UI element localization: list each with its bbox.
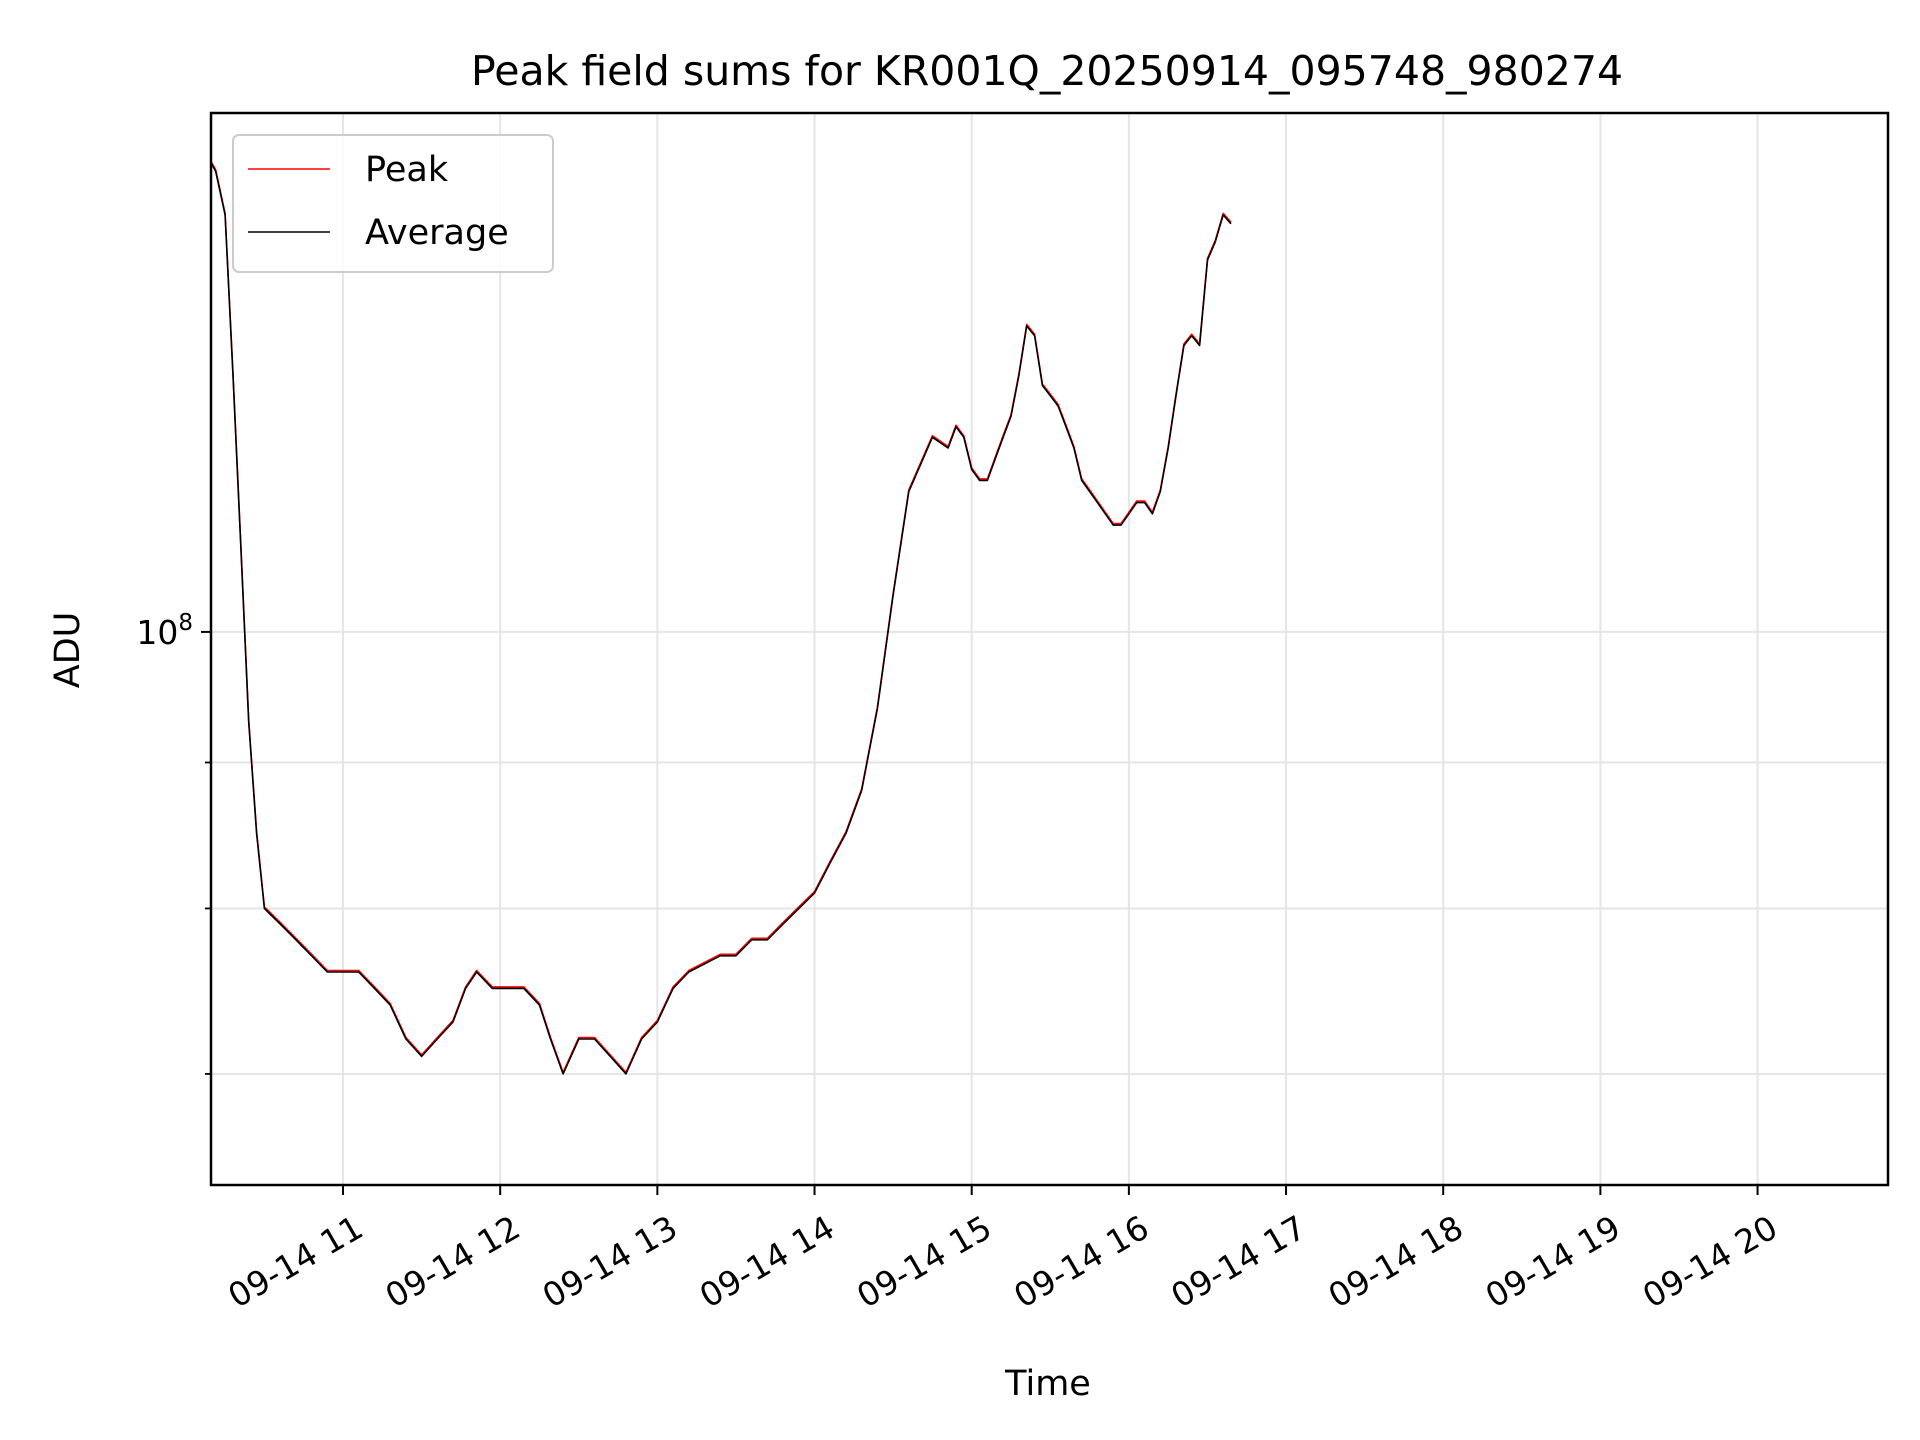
series-average-line [210, 162, 1232, 1075]
series-layer [210, 161, 1232, 1075]
grid-lines [211, 113, 1888, 1185]
legend-peak-label: Peak [365, 150, 449, 190]
y-tick-label: 108 [136, 610, 193, 652]
chart-title: Peak field sums for KR001Q_20250914_0957… [471, 47, 1623, 95]
y-ticks: 108 [136, 610, 211, 652]
legend: Peak Average [232, 134, 554, 273]
y-axis-label: ADU [48, 612, 88, 689]
plot-frame [209, 111, 1890, 1187]
legend-average-label: Average [365, 213, 509, 253]
x-axis-label: Time [1004, 1364, 1091, 1404]
